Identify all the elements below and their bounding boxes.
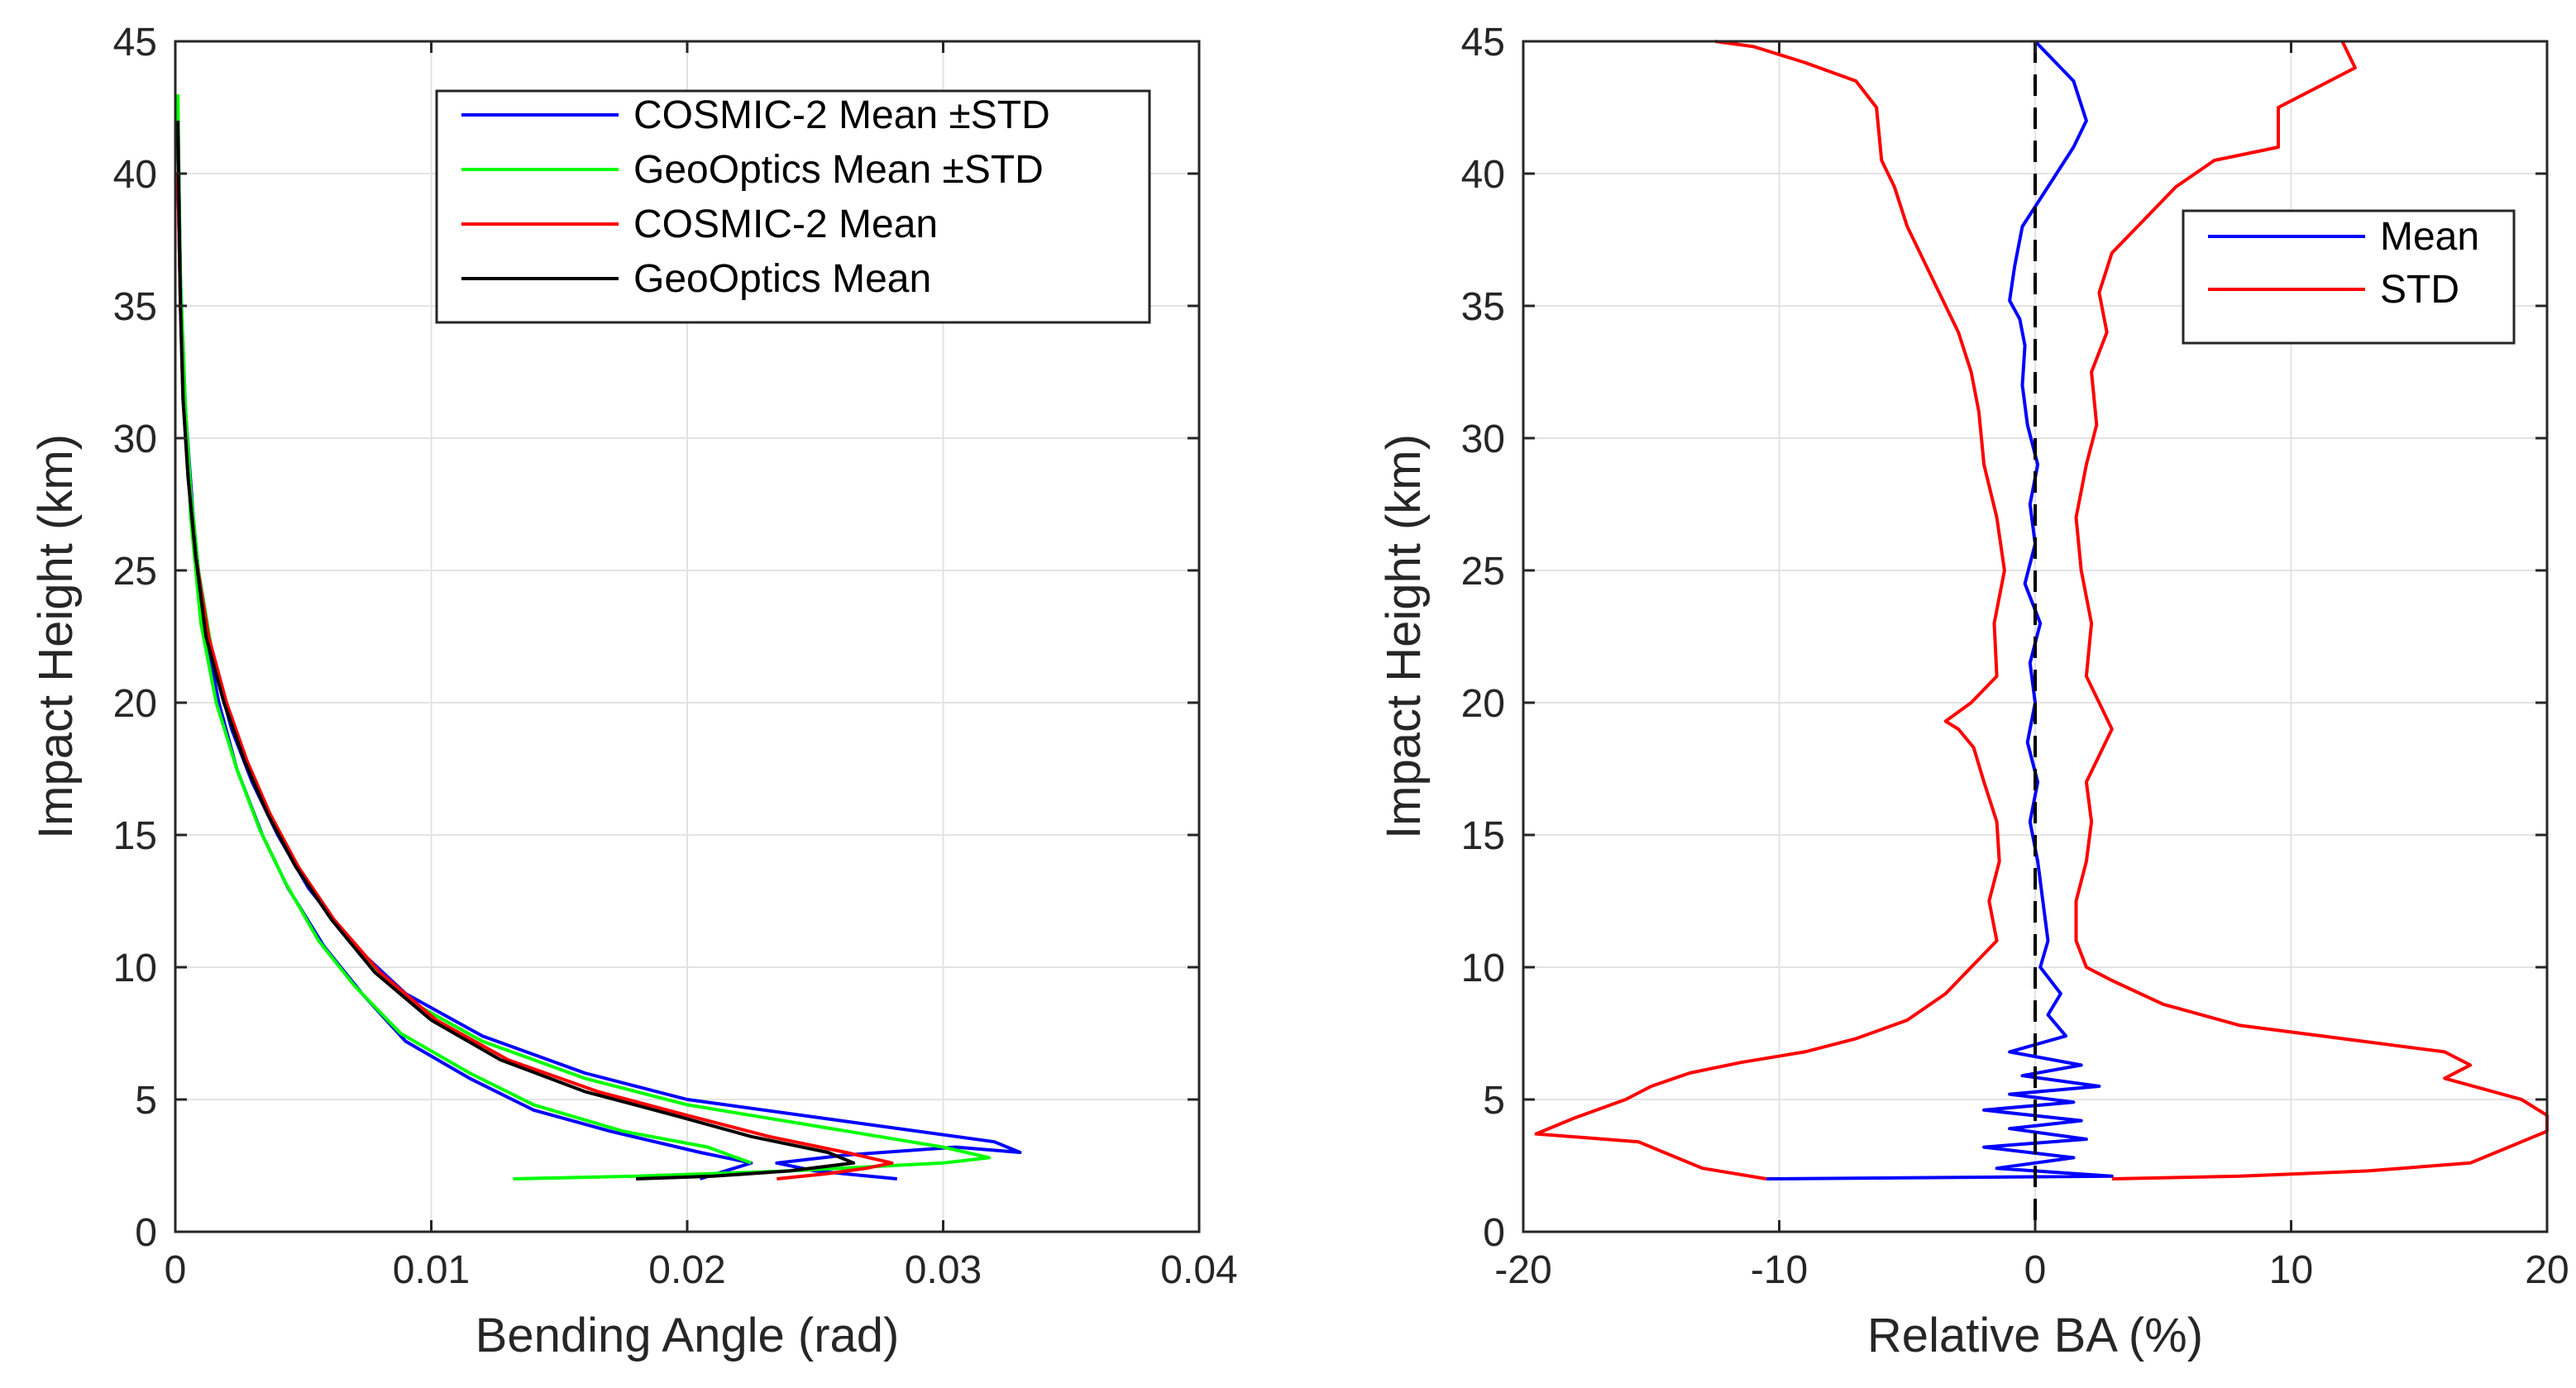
legend-label-cosmic2-mean: COSMIC-2 Mean — [633, 203, 938, 246]
legend-label-mean: Mean — [2380, 215, 2479, 259]
series-line-std-0 — [1534, 40, 2006, 1181]
y-tick-label: 5 — [1483, 1079, 1505, 1123]
left-legend-box — [435, 89, 1151, 324]
right-ticks: -20 -10 0 10 20 0 5 10 15 20 25 30 35 40 45 — [1461, 21, 2569, 1292]
y-tick-label: 25 — [1461, 550, 1505, 594]
legend-label-std: STD — [2380, 268, 2459, 312]
x-tick-label: 0.01 — [393, 1248, 470, 1292]
x-tick-label: 0 — [165, 1248, 187, 1292]
y-tick-label: 0 — [1483, 1211, 1505, 1255]
bending-angle-panel: 0 0.01 0.02 0.03 0.04 0 5 10 15 20 25 30 35 40 45 Bend… — [29, 21, 1238, 1362]
x-tick-label: 20 — [2525, 1248, 2569, 1292]
y-tick-label: 10 — [1461, 947, 1505, 990]
y-tick-label: 45 — [1461, 21, 1505, 64]
x-tick-label: 10 — [2269, 1248, 2313, 1292]
legend-label-cosmic2-mean-std: COSMIC-2 Mean ±STD — [633, 93, 1050, 137]
right-y-axis-label: Impact Height (km) — [1377, 434, 1431, 839]
y-tick-label: 30 — [113, 417, 157, 461]
y-tick-label: 10 — [113, 947, 157, 990]
x-tick-label: 0 — [2024, 1248, 2047, 1292]
y-tick-label: 15 — [113, 814, 157, 858]
legend-label-geooptics-mean: GeoOptics Mean — [633, 257, 931, 301]
left-y-axis-label: Impact Height (km) — [29, 434, 83, 839]
right-legend-box — [2182, 209, 2516, 345]
x-tick-label: 0.03 — [905, 1248, 982, 1292]
legend-label-geooptics-mean-std: GeoOptics Mean ±STD — [633, 148, 1044, 192]
y-tick-label: 15 — [1461, 814, 1505, 858]
left-series-layer — [176, 93, 1022, 1181]
y-tick-label: 20 — [113, 682, 157, 726]
y-tick-label: 40 — [1461, 153, 1505, 197]
x-tick-label: 0.02 — [648, 1248, 725, 1292]
left-ticks: 0 0.01 0.02 0.03 0.04 0 5 10 15 20 25 30 35 40 45 — [113, 21, 1238, 1292]
right-x-axis-label: Relative BA (%) — [1867, 1309, 2203, 1362]
y-tick-label: 20 — [1461, 682, 1505, 726]
y-tick-label: 35 — [113, 285, 157, 329]
right-series-layer — [1534, 40, 2549, 1232]
y-tick-label: 45 — [113, 21, 157, 64]
series-line-mean-0 — [1766, 40, 2114, 1181]
series-line-std-1 — [2074, 41, 2549, 1181]
left-x-axis-label: Bending Angle (rad) — [476, 1309, 900, 1362]
right-legend: Mean STD — [2182, 209, 2516, 345]
y-tick-label: 35 — [1461, 285, 1505, 329]
y-tick-label: 40 — [113, 153, 157, 197]
x-tick-label: -10 — [1751, 1248, 1808, 1292]
y-tick-label: 30 — [1461, 417, 1505, 461]
x-tick-label: 0.04 — [1160, 1248, 1237, 1292]
series-line-geooptics-mean-0 — [176, 120, 856, 1181]
relative-ba-panel: -20 -10 0 10 20 0 5 10 15 20 25 30 35 40 45 Relative B… — [1377, 21, 2569, 1362]
x-tick-label: -20 — [1494, 1248, 1551, 1292]
left-legend: COSMIC-2 Mean ±STD GeoOptics Mean ±STD C… — [435, 89, 1151, 324]
y-tick-label: 25 — [113, 550, 157, 594]
y-tick-label: 0 — [135, 1211, 157, 1255]
y-tick-label: 5 — [135, 1079, 157, 1123]
